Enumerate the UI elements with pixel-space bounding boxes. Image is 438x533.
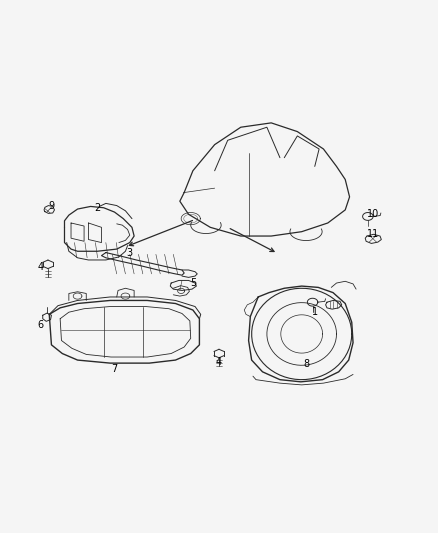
Text: 7: 7 <box>111 364 118 374</box>
Text: 3: 3 <box>127 247 133 257</box>
Text: 8: 8 <box>303 359 309 369</box>
Text: 4: 4 <box>216 357 222 367</box>
Text: 1: 1 <box>312 307 318 317</box>
Text: 6: 6 <box>38 320 44 330</box>
Text: 4: 4 <box>38 262 44 271</box>
Text: 9: 9 <box>48 200 54 211</box>
Text: 11: 11 <box>367 229 380 239</box>
Text: 5: 5 <box>190 278 196 288</box>
Text: 2: 2 <box>94 203 100 213</box>
Text: 10: 10 <box>367 209 380 219</box>
